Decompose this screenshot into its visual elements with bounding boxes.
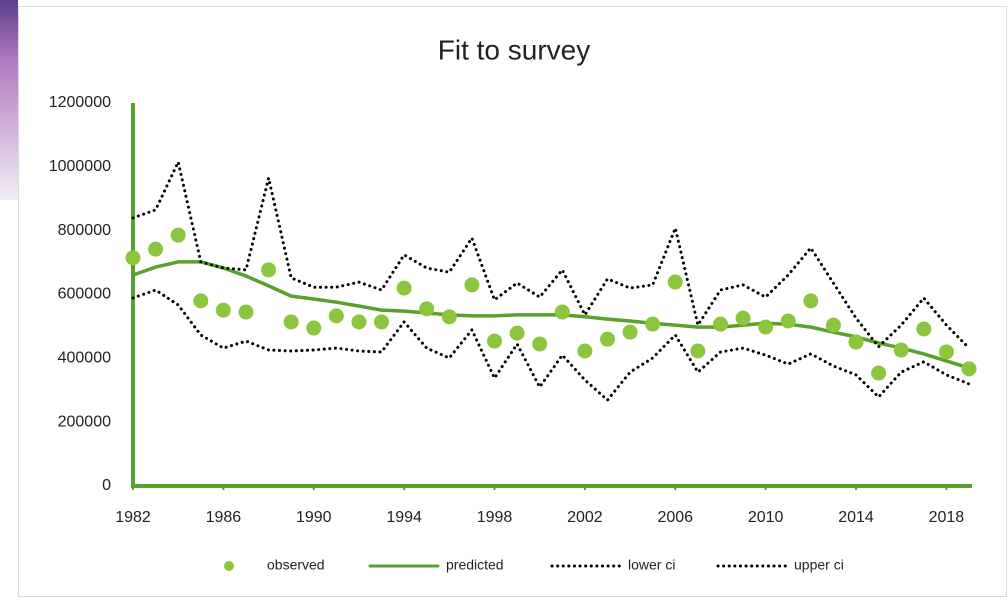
chart-title: Fit to survey [438,34,590,65]
data-point [758,319,774,335]
data-point [215,302,231,318]
data-point [351,314,367,330]
y-tick-label: 400000 [58,350,111,367]
line-series [131,288,971,402]
legend-marker [224,561,234,571]
data-point [374,314,390,330]
data-point [125,250,141,266]
data-point [712,316,728,332]
x-tick-label: 2010 [748,509,784,526]
x-tick-label: 2006 [657,509,693,526]
line-series [131,160,971,350]
data-point [848,334,864,350]
data-point [938,344,954,360]
data-point [509,325,525,341]
y-tick-label: 800000 [58,222,111,239]
x-tick-label: 1982 [115,509,151,526]
data-point [780,313,796,329]
data-point [577,343,593,359]
data-point [622,324,638,340]
data-point [419,301,435,317]
x-tick-label: 2014 [838,509,874,526]
y-tick-label: 1000000 [49,158,111,175]
chart-panel [18,6,1007,597]
data-point [283,314,299,330]
data-point [441,309,457,325]
y-tick-label: 0 [102,477,111,494]
data-point [735,310,751,326]
data-point [306,320,322,336]
x-tick-label: 1998 [477,509,513,526]
data-point [261,262,277,278]
data-point [464,277,480,293]
data-point [599,331,615,347]
x-tick-label: 2002 [567,509,603,526]
data-point [170,227,186,243]
data-point [148,241,164,257]
x-tick-label: 2018 [929,509,965,526]
y-tick-label: 600000 [58,286,111,303]
data-point [396,280,412,296]
y-tick-label: 1200000 [49,94,111,111]
data-point [487,333,503,349]
data-point [961,361,977,377]
legend-label: upper ci [794,557,844,573]
y-tick-label: 200000 [58,413,111,430]
data-point [645,316,661,332]
data-point [871,365,887,381]
data-point [690,343,706,359]
x-tick-label: 1990 [296,509,332,526]
x-tick-label: 1986 [206,509,242,526]
data-point [667,274,683,290]
data-point [238,304,254,320]
legend-label: observed [267,557,325,573]
data-point [916,321,932,337]
data-point [893,342,909,358]
x-tick-label: 1994 [386,509,422,526]
legend-label: predicted [446,557,504,573]
data-point [328,308,344,324]
data-point [803,293,819,309]
data-point [825,317,841,333]
data-point [193,293,209,309]
data-point [554,304,570,320]
legend-label: lower ci [628,557,675,573]
data-point [532,336,548,352]
background-image [0,0,18,200]
